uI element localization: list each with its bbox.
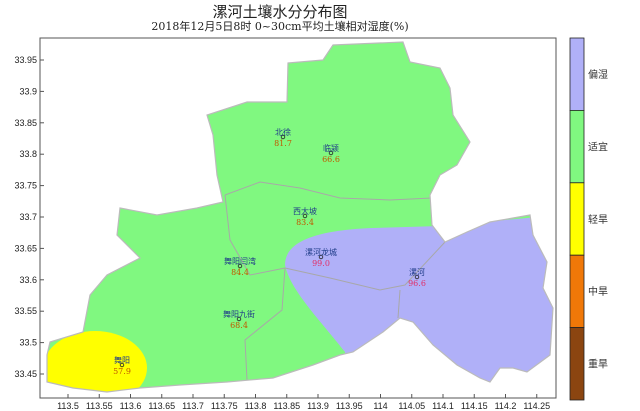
y-tick-label: 33.85 — [14, 118, 37, 128]
x-tick-label: 114.1 — [432, 401, 454, 411]
station-1: 临颍 66.6 — [322, 143, 340, 164]
y-tick-label: 33.8 — [19, 149, 37, 159]
x-tick-label: 114.15 — [461, 401, 488, 411]
x-tick-label: 113.85 — [273, 401, 300, 411]
map-title: 漯河土壤水分分布图 — [212, 3, 348, 21]
y-tick-label: 33.7 — [19, 212, 37, 222]
y-tick-label: 33.5 — [19, 338, 37, 348]
station-2: 西大坡 83.4 — [293, 206, 317, 227]
station-name: 舞阳闫湾 — [224, 256, 256, 266]
x-tick-label: 113.8 — [245, 401, 267, 411]
legend-label: 轻旱 — [588, 213, 608, 226]
x-tick-label: 114.05 — [398, 401, 425, 411]
map-subtitle: 2018年12月5日8时 0~30cm平均土壤相对湿度(%) — [151, 20, 409, 33]
station-value: 84.4 — [231, 268, 249, 277]
station-value: 81.7 — [274, 139, 292, 148]
station-3: 漯河龙城 99.0 — [305, 247, 337, 268]
legend-swatch — [569, 110, 585, 184]
station-name: 漯河龙城 — [305, 247, 337, 257]
station-name: 临颍 — [323, 143, 339, 153]
y-tick-label: 33.45 — [14, 369, 37, 379]
stations: 北徐 81.7 临颍 66.6 西大坡 83.4 漯河龙城 99.0 舞阳闫湾 84.4 漯河 96.… — [113, 127, 426, 376]
x-tick-label: 113.9 — [307, 401, 329, 411]
station-marker-icon — [237, 263, 243, 269]
station-value: 68.4 — [230, 321, 248, 330]
x-tick-label: 113.95 — [336, 401, 363, 411]
x-tick-label: 113.65 — [148, 401, 175, 411]
legend-swatch — [569, 327, 585, 401]
station-0: 北徐 81.7 — [274, 127, 292, 148]
y-tick-label: 33.6 — [19, 275, 37, 285]
station-7: 舞阳 57.9 — [113, 355, 131, 376]
station-5: 漯河 96.6 — [408, 267, 426, 288]
y-tick-label: 33.55 — [14, 306, 37, 316]
x-tick-label: 114 — [373, 401, 387, 411]
station-name: 漯河 — [409, 267, 425, 277]
station-4: 舞阳闫湾 84.4 — [224, 256, 256, 277]
legend-swatch — [569, 37, 585, 111]
station-6: 舞阳九街 68.4 — [223, 309, 255, 330]
x-tick-label: 113.75 — [211, 401, 238, 411]
station-name: 舞阳九街 — [223, 309, 255, 319]
x-tick-label: 113.55 — [86, 401, 113, 411]
legend-swatch — [569, 254, 585, 328]
y-tick-label: 33.75 — [14, 181, 37, 191]
x-tick-label: 114.25 — [523, 401, 550, 411]
station-marker-icon — [328, 150, 334, 156]
legend-label: 中旱 — [588, 285, 608, 298]
x-tick-label: 113.5 — [57, 401, 79, 411]
station-value: 96.6 — [408, 279, 426, 288]
station-marker-icon — [280, 134, 286, 140]
y-tick-label: 33.95 — [14, 55, 37, 65]
station-value: 99.0 — [312, 259, 330, 268]
x-axis-ticks: 113.5 113.55 113.6 113.65 113.7 113.75 113.8 11… — [57, 394, 550, 411]
station-value: 83.4 — [296, 218, 314, 227]
station-marker-icon — [302, 213, 308, 219]
y-tick-label: 33.65 — [14, 243, 37, 253]
county-boundaries — [224, 181, 446, 381]
x-tick-label: 114.2 — [495, 401, 517, 411]
station-marker-icon — [119, 362, 125, 368]
station-name: 北徐 — [275, 127, 291, 137]
legend-swatch — [569, 182, 585, 256]
station-value: 57.9 — [113, 367, 131, 376]
station-marker-icon — [414, 274, 420, 280]
station-marker-icon — [318, 254, 324, 260]
legend-label: 偏湿 — [588, 68, 608, 81]
station-name: 舞阳 — [114, 355, 130, 365]
y-axis-ticks: 33.95 33.9 33.85 33.8 33.75 33.7 33.65 33.6 33.5… — [14, 55, 44, 379]
x-tick-label: 113.6 — [120, 401, 142, 411]
y-tick-label: 33.9 — [19, 86, 37, 96]
legend-label: 重旱 — [588, 358, 608, 371]
station-marker-icon — [236, 316, 242, 322]
station-value: 66.6 — [322, 155, 340, 164]
x-tick-label: 113.7 — [182, 401, 204, 411]
station-name: 西大坡 — [293, 206, 317, 216]
legend-label: 适宜 — [588, 140, 608, 153]
